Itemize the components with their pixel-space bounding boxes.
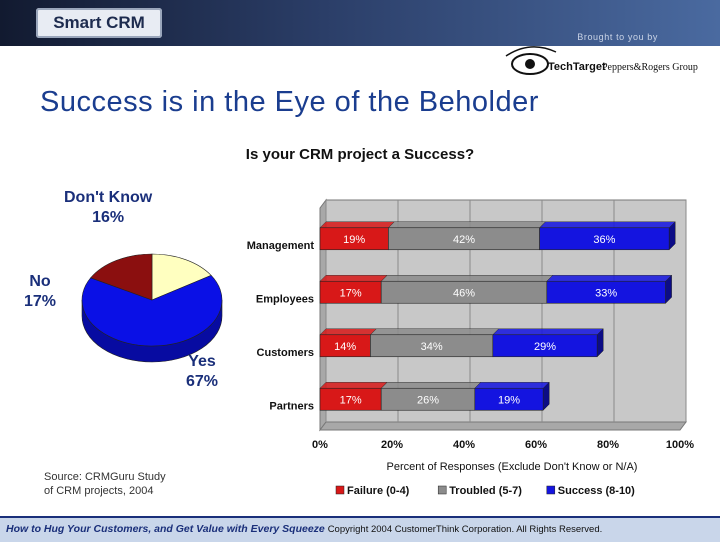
x-tick-label: 100%	[666, 439, 694, 451]
bar-data-label: 19%	[498, 394, 520, 406]
bar-top-face	[319, 328, 378, 335]
bar-end-cap	[668, 221, 676, 251]
x-tick-label: 40%	[453, 439, 475, 451]
pie-label-yes-value: 67%	[186, 373, 219, 390]
header-banner: Smart CRM Brought to you by	[0, 0, 720, 46]
category-label-employees: Employees	[256, 293, 314, 305]
bar-end-cap	[542, 381, 550, 411]
sponsor-peppers-rogers: Peppers&Rogers Group	[602, 62, 698, 73]
bar-top-face	[319, 275, 388, 282]
sponsor-techtarget: TechTarget	[548, 61, 606, 73]
bar-top-face	[319, 221, 396, 228]
pie-label-yes-name: Yes	[188, 353, 216, 370]
pie-label-no-name: No	[29, 273, 51, 290]
bar-top-face	[369, 328, 500, 335]
bar-data-label: 46%	[453, 287, 475, 299]
bar-top-face	[319, 382, 388, 389]
pie-label-dont-know-name: Don't Know	[64, 189, 153, 206]
footer-text: How to Hug Your Customers, and Get Value…	[6, 523, 602, 535]
pie-label-no: No 17%	[24, 272, 56, 312]
legend-entry-1: Troubled (5-7)	[449, 485, 522, 497]
footer-bar: How to Hug Your Customers, and Get Value…	[0, 516, 720, 542]
sponsor-logos: TechTarget Peppers&Rogers Group	[505, 46, 698, 75]
bar-end-cap	[596, 328, 604, 358]
source-note: Source: CRMGuru Study of CRM projects, 2…	[44, 470, 166, 498]
logo-text: Smart CRM	[53, 13, 145, 32]
pie-label-no-value: 17%	[24, 293, 57, 310]
pie-slice-no	[90, 253, 153, 301]
plot-floor	[319, 421, 687, 431]
legend-swatch-2	[546, 485, 556, 495]
footer-copyright: Copyright 2004 CustomerThink Corporation…	[327, 524, 603, 535]
footer-tagline: How to Hug Your Customers, and Get Value…	[6, 523, 325, 535]
bar-top-face	[546, 275, 673, 282]
x-tick-label: 80%	[597, 439, 619, 451]
legend-entry-0: Failure (0-4)	[347, 485, 410, 497]
pie-slice-yes	[81, 274, 223, 347]
pie-chart-title: Is your CRM project a Success?	[245, 146, 475, 163]
bar-data-label: 26%	[417, 394, 439, 406]
pie-label-yes: Yes 67%	[186, 352, 218, 392]
category-label-partners: Partners	[269, 400, 314, 412]
x-axis-label: Percent of Responses (Exclude Don't Know…	[387, 461, 638, 473]
bar-top-face	[380, 275, 554, 282]
bar-top-face	[492, 328, 604, 335]
x-tick-label: 60%	[525, 439, 547, 451]
bar-data-label: 19%	[343, 234, 365, 246]
slide-title: Success is in the Eye of the Beholder	[40, 86, 539, 118]
bar-data-label: 17%	[340, 394, 362, 406]
source-line-1: Source: CRMGuru Study	[44, 471, 166, 483]
x-tick-label: 0%	[312, 439, 328, 451]
x-tick-label: 20%	[381, 439, 403, 451]
category-label-management: Management	[247, 240, 315, 252]
brought-by-text: Brought to you by	[577, 32, 658, 42]
legend-entry-2: Success (8-10)	[558, 485, 635, 497]
legend-swatch-0	[335, 485, 345, 495]
legend-swatch-1	[437, 485, 447, 495]
bar-top-face	[474, 382, 550, 389]
bar-data-label: 17%	[340, 287, 362, 299]
bar-top-face	[380, 382, 482, 389]
bar-top-face	[538, 221, 676, 228]
pie-slice-don-t-know	[151, 253, 212, 301]
pie-label-dont-know: Don't Know 16%	[64, 188, 152, 228]
bar-data-label: 14%	[334, 341, 356, 353]
source-line-2: of CRM projects, 2004	[44, 485, 154, 497]
bar-data-label: 34%	[421, 341, 443, 353]
bar-end-cap	[665, 274, 672, 304]
bar-data-label: 33%	[595, 287, 617, 299]
bar-data-label: 42%	[453, 234, 475, 246]
bar-data-label: 29%	[534, 341, 556, 353]
smart-crm-logo: Smart CRM	[36, 8, 162, 38]
bar-data-label: 36%	[593, 234, 615, 246]
eye-icon	[505, 46, 557, 75]
bar-top-face	[387, 221, 547, 228]
pie-label-dont-know-value: 16%	[92, 209, 125, 226]
category-label-customers: Customers	[257, 347, 314, 359]
